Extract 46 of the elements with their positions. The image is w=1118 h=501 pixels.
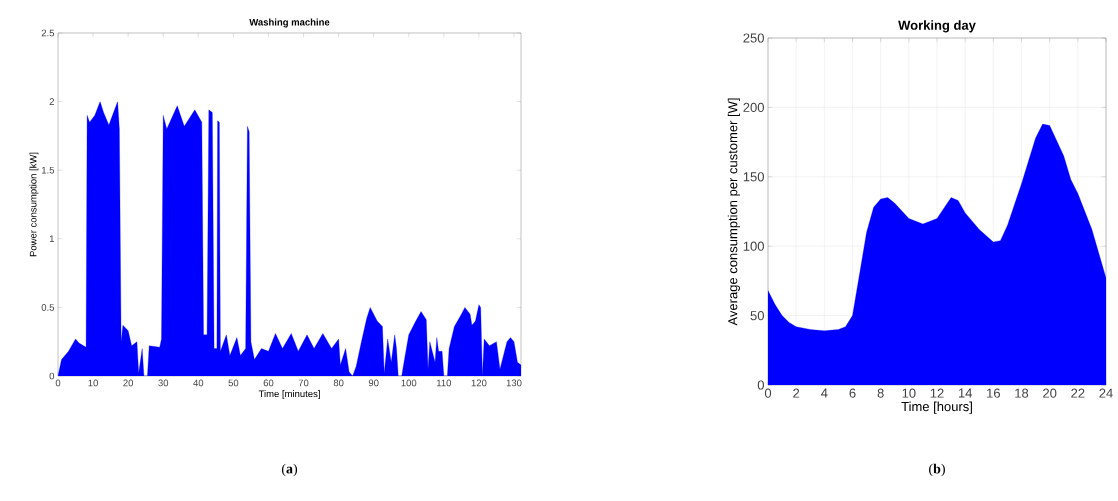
y-tick-label: 200 bbox=[743, 102, 764, 112]
x-tick-label: 20 bbox=[1043, 388, 1057, 398]
x-tick-label: 0 bbox=[55, 379, 61, 387]
x-tick-label: 30 bbox=[158, 379, 169, 387]
x-tick-label: 18 bbox=[1015, 388, 1029, 398]
y-tick-label: 0.5 bbox=[41, 304, 55, 311]
x-tick-label: 110 bbox=[436, 379, 452, 387]
x-tick-label: 12 bbox=[930, 388, 944, 398]
x-tick-label: 2 bbox=[793, 388, 800, 398]
y-tick-label: 100 bbox=[743, 241, 764, 251]
x-tick-label: 70 bbox=[298, 379, 309, 387]
y-tick-label: 1.5 bbox=[41, 166, 55, 174]
x-tick-label: 130 bbox=[506, 379, 522, 387]
x-tick-label: 10 bbox=[88, 379, 98, 387]
x-tick-label: 50 bbox=[228, 379, 239, 387]
x-tick-label: 0 bbox=[764, 388, 772, 398]
y-tick-label: 50 bbox=[750, 310, 764, 321]
text: (a) bbox=[281, 463, 298, 477]
x-tick-label: 6 bbox=[849, 388, 856, 398]
x-tick-label: 8 bbox=[877, 388, 884, 398]
x-tick-label: 4 bbox=[821, 388, 828, 398]
y-tick-label: 150 bbox=[743, 172, 764, 182]
y-tick-label: 1 bbox=[49, 235, 54, 243]
x-tick-label: 90 bbox=[368, 379, 379, 387]
y-tick-label: 2.5 bbox=[41, 29, 55, 37]
x-tick-label: 22 bbox=[1071, 388, 1085, 398]
x-tick-label: 20 bbox=[123, 379, 134, 387]
y-tick-label: 250 bbox=[743, 33, 764, 43]
chart-title: Washing machine bbox=[249, 18, 330, 28]
x-axis-title: Time [minutes] bbox=[258, 390, 320, 399]
x-axis-title: Time [hours] bbox=[901, 401, 972, 414]
x-tick-label: 24 bbox=[1099, 388, 1113, 398]
chart-title: Working day bbox=[898, 20, 976, 33]
x-tick-label: 100 bbox=[401, 379, 417, 387]
y-axis-title: Average consumption per customer [W] bbox=[727, 98, 740, 326]
y-tick-label: 0 bbox=[49, 372, 55, 380]
x-tick-label: 120 bbox=[471, 379, 487, 387]
x-tick-label: 16 bbox=[987, 388, 1001, 398]
text: (b) bbox=[929, 463, 945, 477]
y-axis-title: Power consumption [kW] bbox=[29, 152, 39, 257]
y-tick-label: 2 bbox=[49, 98, 54, 105]
x-tick-label: 80 bbox=[333, 379, 344, 387]
x-tick-label: 60 bbox=[263, 379, 274, 387]
x-tick-label: 10 bbox=[902, 388, 916, 398]
x-tick-label: 40 bbox=[193, 379, 204, 387]
x-tick-label: 14 bbox=[958, 388, 973, 398]
